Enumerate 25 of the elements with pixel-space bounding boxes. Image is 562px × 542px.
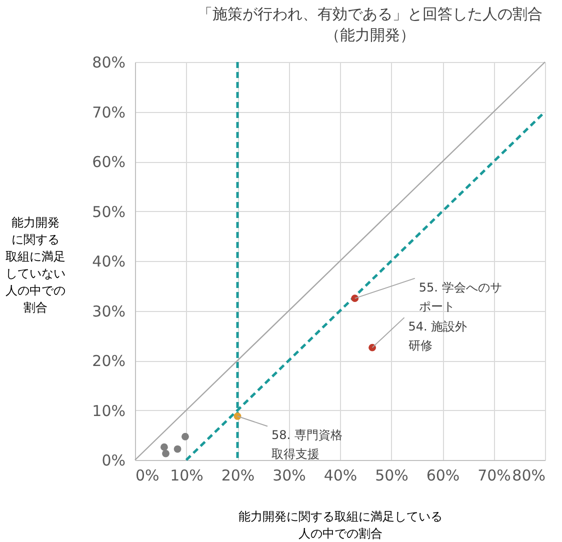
y-tick-label: 20% — [92, 352, 126, 370]
x-tick-label: 80% — [512, 466, 546, 484]
x-tick-label: 50% — [375, 466, 408, 484]
x-tick-label: 60% — [426, 466, 460, 484]
y-tick-label: 70% — [92, 103, 126, 122]
y-tick-label: 50% — [92, 202, 126, 221]
y-tick-label: 10% — [92, 402, 126, 420]
annotation: 58. 専門資格取得支援 — [272, 428, 342, 462]
annotation: 55. 学会へのサポート — [418, 280, 502, 314]
y-tick-label: 30% — [92, 302, 126, 320]
x-tick-label: 20% — [221, 466, 255, 484]
x-tick-label: 0% — [136, 466, 160, 484]
x-tick-label: 30% — [272, 466, 306, 484]
x-tick-label: 70% — [478, 466, 511, 484]
x-tick-label: 40% — [324, 466, 358, 484]
y-tick-label: 80% — [92, 54, 126, 72]
x-tick-label: 10% — [170, 466, 204, 484]
y-axis-title: 能力開発に関する取組に満足していない人の中での割合 — [6, 216, 66, 314]
text: （能力開発） — [325, 26, 415, 44]
y-tick-label: 60% — [92, 153, 126, 171]
annotation: 54. 施設外研修 — [408, 320, 468, 353]
y-tick-label: 40% — [92, 252, 126, 270]
y-tick-label: 0% — [102, 452, 126, 470]
x-axis-title: 能力開発に関する取組に満足している人の中での割合 — [238, 510, 442, 540]
text: 「施策が行われ、有効である」と回答した人の割合 — [198, 5, 542, 23]
